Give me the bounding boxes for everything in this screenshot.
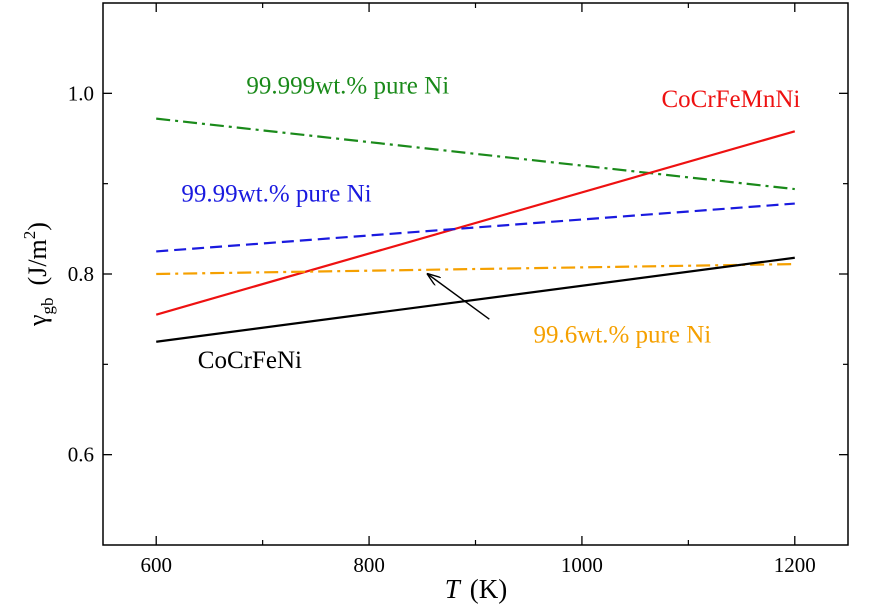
x-axis-symbol: T (445, 574, 462, 604)
series-line-cocrfeni (156, 256, 795, 343)
series-line-cocrfemnni (155, 130, 796, 316)
series-line-99-99wt-pure-ni (156, 202, 795, 253)
series-layer (155, 117, 796, 343)
x-tick-label: 1000 (561, 553, 603, 577)
series-line-99-999wt-pure-ni (156, 117, 795, 191)
y-axis-label: γgb (J/m2) (20, 222, 57, 327)
x-tick-label: 600 (140, 553, 172, 577)
x-tick-label: 800 (353, 553, 385, 577)
series-label-99-6wt-pure-ni: 99.6wt.% pure Ni (533, 322, 711, 349)
annotation-layer (428, 274, 490, 320)
series-label-99-999wt-pure-ni: 99.999wt.% pure Ni (246, 72, 449, 99)
x-axis-unit: (K) (470, 574, 507, 604)
y-tick-label: 0.8 (68, 262, 94, 286)
y-axis-unit-open: (J/m (23, 239, 52, 285)
series-label-99-99wt-pure-ni: 99.99wt.% pure Ni (181, 181, 371, 208)
x-axis-label: T (K) (445, 574, 508, 604)
series-label-cocrfemnni: CoCrFeMnNi (661, 86, 800, 113)
series-line-99-6wt-pure-ni (156, 262, 795, 276)
label-layer: 99.999wt.% pure Ni CoCrFeMnNi 99.99wt.% pu… (181, 72, 800, 374)
series-label-cocrfeni: CoCrFeNi (198, 347, 302, 374)
x-tick-label: 1200 (774, 553, 816, 577)
y-tick-label: 1.0 (68, 81, 94, 105)
y-axis-unit-sup: 2 (20, 231, 39, 240)
axis-ticks: 600 800 1000 1200 0.6 0.8 1.0 (68, 3, 848, 577)
y-axis-unit-close: ) (23, 222, 52, 231)
annotation-arrow (428, 274, 490, 320)
y-axis-subscript: gb (38, 297, 57, 314)
y-axis-symbol: γ (23, 314, 52, 327)
y-tick-label: 0.6 (68, 443, 94, 467)
